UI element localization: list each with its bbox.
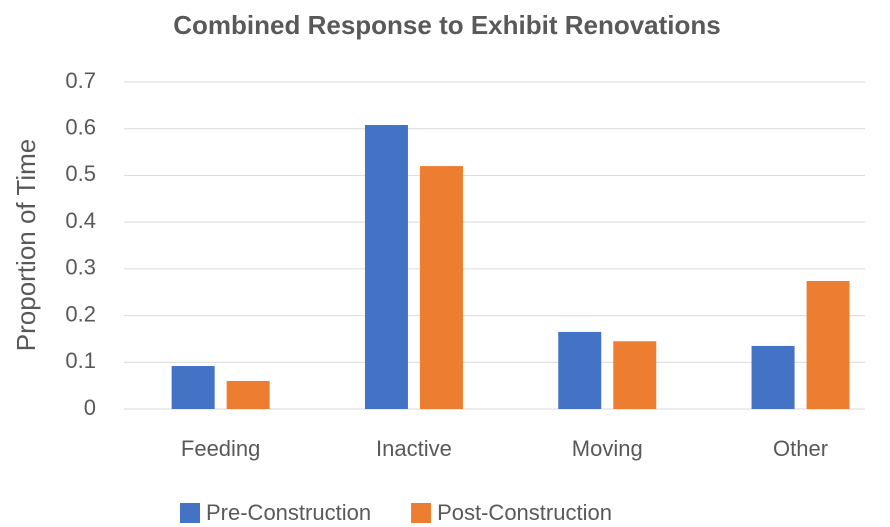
bar (558, 331, 602, 409)
x-tick-label: Other (773, 436, 828, 461)
y-axis-label: Proportion of Time (11, 139, 41, 351)
y-tick-label: 0.4 (65, 208, 96, 233)
legend-swatch (180, 503, 200, 523)
bar (226, 380, 270, 409)
bar (171, 366, 215, 409)
y-tick-label: 0.2 (65, 301, 96, 326)
bar (419, 166, 463, 409)
legend-swatch (411, 503, 432, 523)
y-tick-label: 0 (84, 395, 96, 420)
bar (613, 341, 657, 409)
legend-label: Post-Construction (437, 500, 612, 525)
y-tick-label: 0.6 (65, 115, 96, 140)
x-tick-label: Inactive (376, 436, 452, 461)
y-tick-label: 0.1 (65, 348, 96, 373)
y-tick-label: 0.7 (65, 68, 96, 93)
y-tick-label: 0.5 (65, 161, 96, 186)
chart-title: Combined Response to Exhibit Renovations (173, 10, 721, 40)
x-tick-label: Moving (572, 436, 643, 461)
legend-label: Pre-Construction (206, 500, 371, 525)
x-tick-label: Feeding (181, 436, 261, 461)
bar (751, 345, 795, 409)
y-tick-label: 0.3 (65, 255, 96, 280)
bar (806, 281, 850, 409)
bar (364, 124, 408, 409)
